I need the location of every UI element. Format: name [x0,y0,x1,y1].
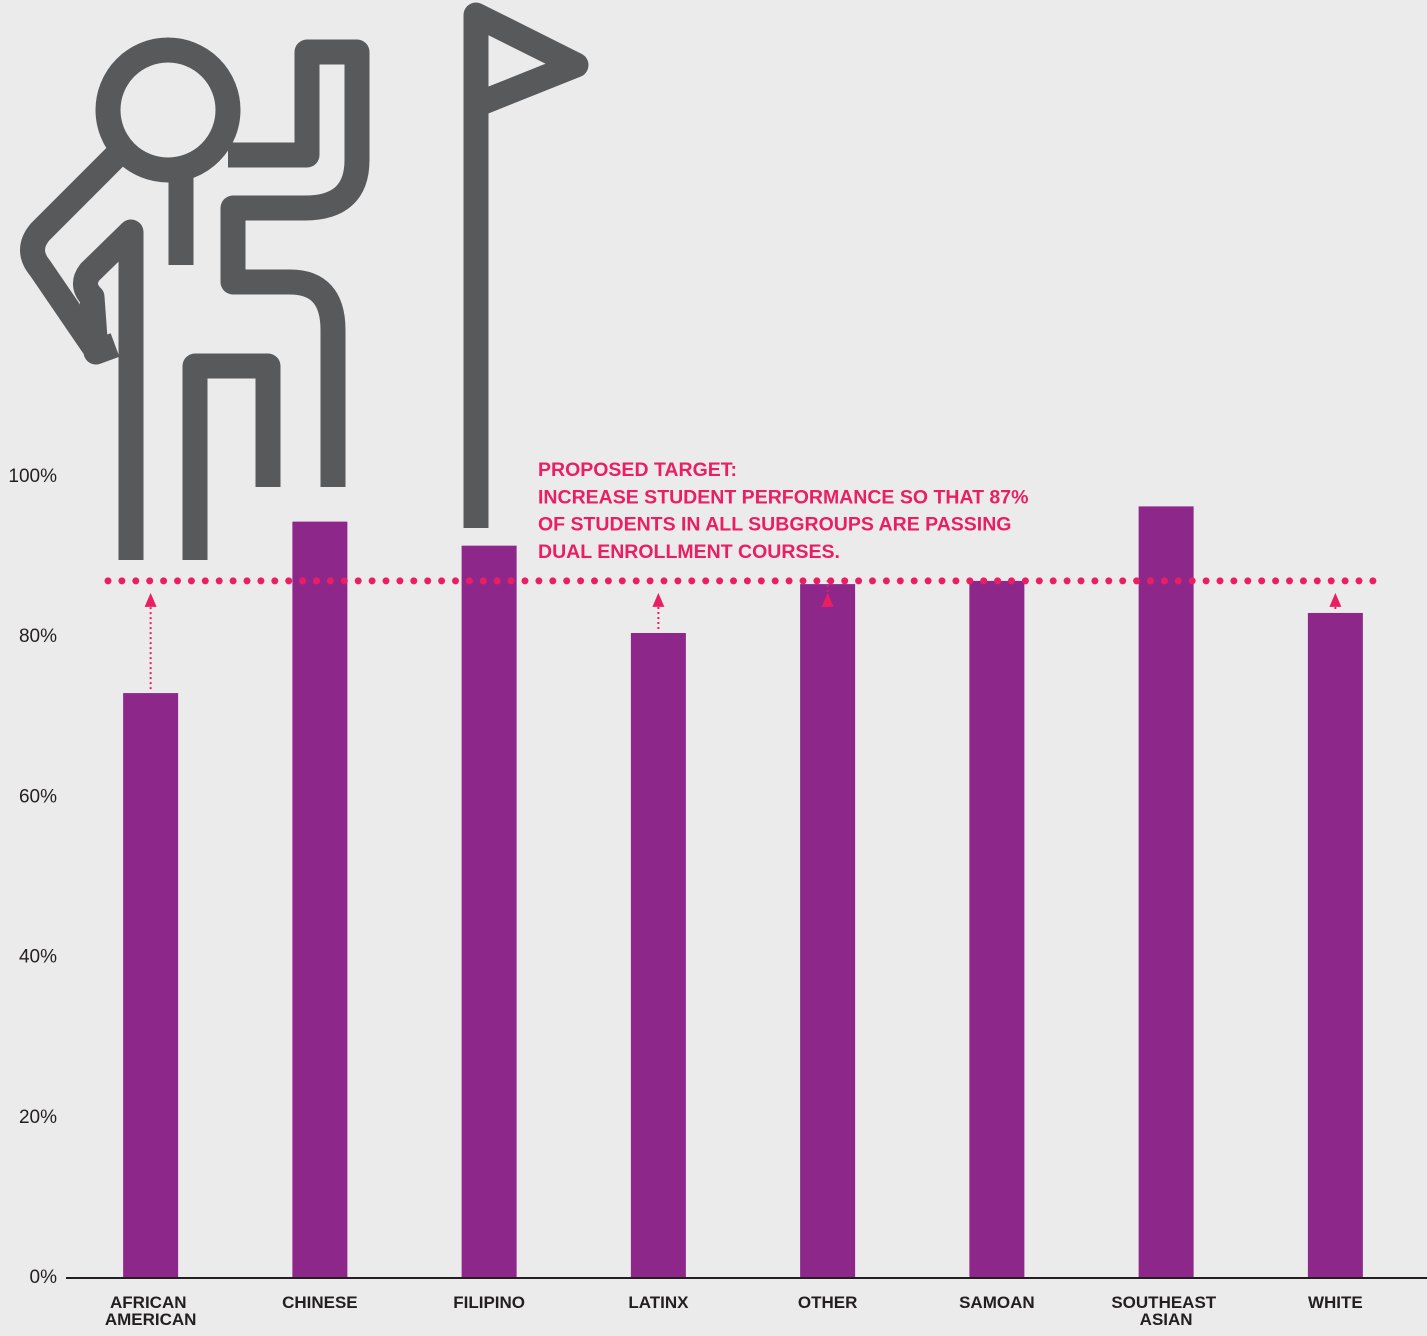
x-tick-label: LATINX [628,1293,689,1312]
bar [800,584,855,1278]
gap-arrow-head [1329,593,1341,607]
y-tick-label: 0% [30,1267,58,1288]
y-tick-label: 100% [8,466,57,487]
x-tick-label: AFRICAN AMERICAN [105,1293,197,1329]
annotation-line: INCREASE STUDENT PERFORMANCE SO THAT 87% [538,486,1028,508]
x-tick-label: OTHER [798,1293,858,1312]
chart: PROPOSED TARGET: INCREASE STUDENT PERFORM… [0,0,1427,1336]
x-tick-label: CHINESE [282,1293,358,1312]
bar [292,522,347,1278]
icon-arm [228,52,357,487]
icon-body [33,152,132,560]
annotation-line: DUAL ENROLLMENT COURSES. [538,541,840,563]
bar [969,581,1024,1278]
gap-arrow-head [145,593,157,607]
icon-flag [476,15,576,528]
y-tick-label: 20% [19,1107,57,1128]
y-tick-label: 60% [19,786,57,807]
icon-leg [195,366,268,560]
annotation-line: OF STUDENTS IN ALL SUBGROUPS ARE PASSING [538,514,1011,536]
target-annotation: PROPOSED TARGET: INCREASE STUDENT PERFORM… [538,459,1028,563]
annotation-line: PROPOSED TARGET: [538,459,737,481]
y-tick-label: 40% [19,947,57,968]
x-tick-label: SAMOAN [959,1293,1035,1312]
y-tick-label: 80% [19,626,57,647]
x-tick-label: FILIPINO [453,1293,525,1312]
bar [631,633,686,1278]
x-tick-label: SOUTHEAST ASIAN [1111,1293,1221,1329]
bar [1139,506,1194,1278]
icon-head [108,50,228,170]
x-tick-label: WHITE [1308,1293,1363,1312]
bar [462,546,517,1278]
person-flag-icon [33,15,577,560]
bar [1308,613,1363,1278]
gap-arrow-head [652,593,664,607]
bar [123,693,178,1278]
